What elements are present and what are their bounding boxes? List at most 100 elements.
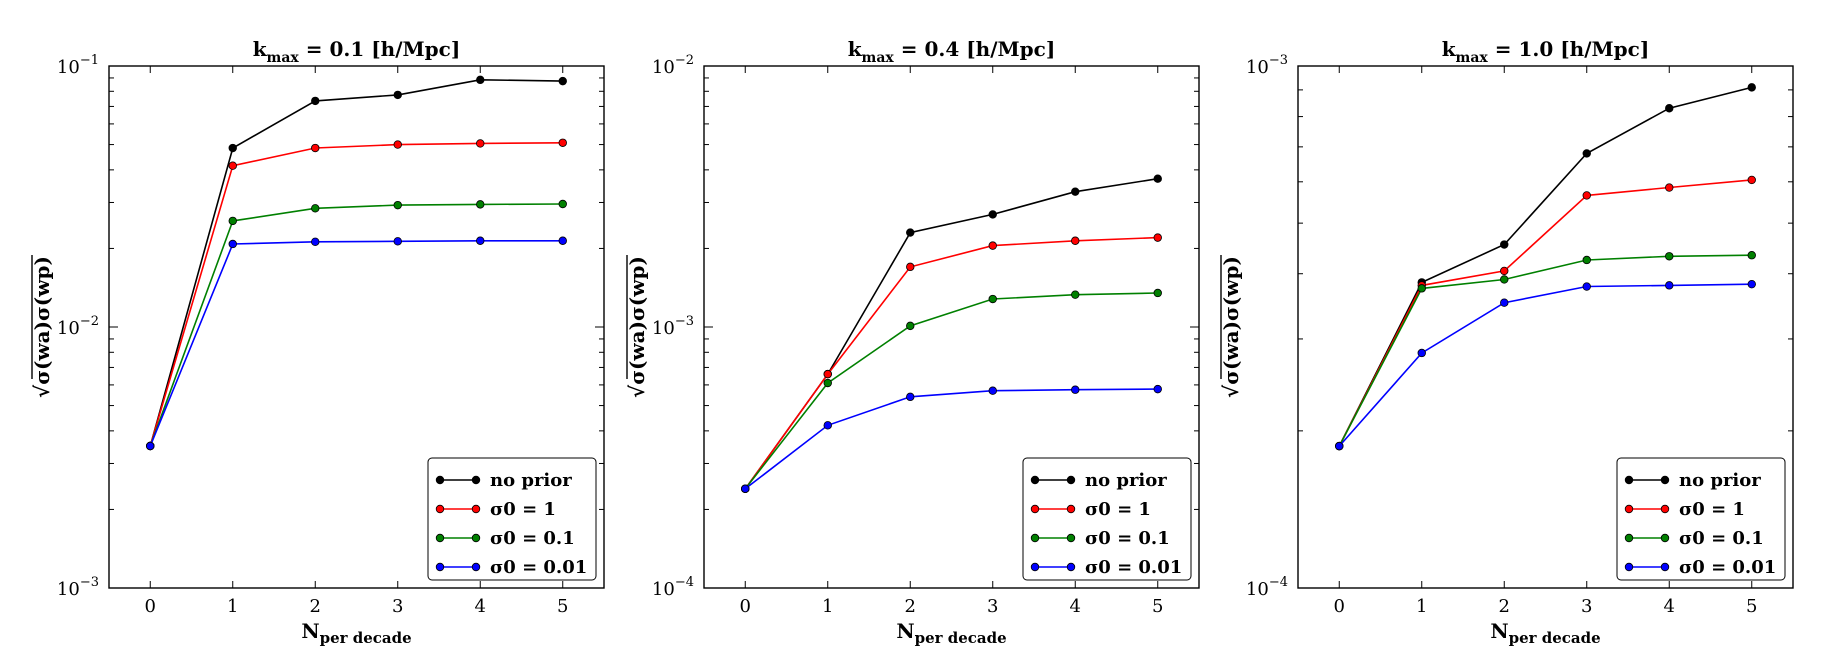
data-point [823, 421, 832, 430]
x-tick-label: 4 [475, 596, 486, 617]
data-point [988, 294, 997, 304]
data-point [1665, 281, 1674, 290]
data-point [906, 262, 915, 272]
data-point [476, 200, 485, 209]
legend-entry-3: σ0 = 0.01 [1085, 557, 1182, 578]
legend-marker [1624, 504, 1634, 514]
x-label-main: N [896, 619, 914, 643]
y-axis-label: √σ(wa)σ(wp) [1219, 255, 1243, 398]
x-label-subscript: per decade [320, 629, 412, 647]
series-line-2 [149, 203, 563, 447]
y-tick-exponent: −4 [675, 575, 694, 590]
data-point [558, 236, 567, 245]
data-point [1665, 104, 1674, 113]
data-point [988, 241, 997, 250]
legend-marker [435, 475, 445, 485]
data-point [228, 143, 237, 153]
title-main: k [848, 37, 863, 61]
legend-entry-0: no prior [490, 470, 572, 491]
y-axis-label: √σ(wa)σ(wp) [625, 255, 649, 398]
data-point [228, 239, 237, 249]
series-line-0 [149, 78, 563, 447]
y-tick-exponent: −3 [80, 575, 99, 590]
title-rest: = 0.1 [h/Mpc] [299, 37, 461, 61]
legend-marker [1660, 562, 1670, 572]
x-axis-label: Nper decade [301, 619, 411, 647]
y-tick-exponent: −4 [1269, 575, 1288, 590]
x-tick-label: 2 [310, 596, 321, 617]
y-tick-exponent: −1 [80, 53, 99, 68]
title-main: k [1442, 37, 1457, 61]
data-point [311, 204, 320, 213]
data-point [1665, 252, 1674, 261]
x-tick-label: 3 [1581, 596, 1592, 617]
x-tick-label: 5 [1152, 596, 1163, 617]
legend-entry-1: σ0 = 1 [1679, 499, 1745, 520]
data-point [823, 378, 832, 388]
legend-marker [1030, 475, 1040, 485]
x-label-subscript: per decade [915, 629, 1007, 647]
data-point [1747, 83, 1756, 92]
y-tick-base: 10 [57, 318, 80, 339]
series-line-1 [1338, 179, 1752, 447]
data-point [1071, 385, 1080, 394]
x-label-subscript: per decade [1509, 629, 1601, 647]
y-tick-base: 10 [652, 318, 675, 339]
x-tick-label: 2 [1499, 596, 1510, 617]
data-point [146, 441, 155, 451]
legend-entry-0: no prior [1085, 470, 1167, 491]
y-tick-base: 10 [1246, 579, 1269, 600]
legend-entry-2: σ0 = 0.1 [1679, 528, 1764, 549]
data-point [906, 228, 915, 237]
data-point [1153, 384, 1162, 394]
legend-marker [1066, 475, 1076, 485]
data-point [1071, 187, 1080, 196]
data-point [558, 138, 567, 147]
data-point [1500, 240, 1509, 249]
chart-title: kmax = 1.0 [h/Mpc] [1442, 37, 1650, 66]
y-tick-base: 10 [57, 579, 80, 600]
x-tick-label: 0 [1334, 596, 1345, 617]
series-line-0 [744, 177, 1158, 490]
x-tick-label: 4 [1070, 596, 1081, 617]
y-tick-base: 10 [57, 57, 80, 78]
data-point [906, 321, 915, 331]
title-subscript: max [1456, 50, 1489, 66]
y-axis-label-text: √σ(wa)σ(wp) [30, 256, 54, 398]
legend-entry-0: no prior [1679, 470, 1761, 491]
data-point [311, 143, 320, 153]
data-point [228, 216, 237, 226]
x-axis-label: Nper decade [896, 619, 1006, 647]
data-point [1582, 191, 1591, 200]
legend-frame [1616, 457, 1786, 581]
series-line-1 [149, 142, 563, 447]
y-tick-exponent: −2 [675, 53, 694, 68]
x-tick-label: 0 [740, 596, 751, 617]
legend-marker [471, 504, 481, 514]
y-axis-label-text: √σ(wa)σ(wp) [1219, 256, 1243, 398]
data-point [1582, 255, 1591, 265]
series-line-0 [1338, 86, 1752, 447]
data-point [1500, 275, 1509, 284]
data-point [393, 90, 402, 100]
y-tick-exponent: −3 [1269, 53, 1288, 68]
legend-entry-1: σ0 = 1 [1085, 499, 1151, 520]
series-line-1 [744, 236, 1158, 490]
legend: no prior σ0 = 1 σ0 = 0.1 σ0 = 0.01 [427, 457, 597, 581]
chart-title: kmax = 0.1 [h/Mpc] [253, 37, 461, 66]
chart-title: kmax = 0.4 [h/Mpc] [848, 37, 1056, 66]
legend-marker [1030, 533, 1040, 543]
data-point [1747, 251, 1756, 260]
title-subscript: max [862, 50, 895, 66]
x-tick-label: 1 [227, 596, 238, 617]
y-tick-label: 10−1 [57, 53, 99, 78]
title-subscript: max [267, 50, 300, 66]
data-point [1582, 282, 1591, 291]
y-axis-label-text: √σ(wa)σ(wp) [625, 256, 649, 398]
x-tick-label: 5 [1746, 596, 1757, 617]
data-point [1335, 441, 1344, 451]
legend-marker [1624, 533, 1634, 543]
